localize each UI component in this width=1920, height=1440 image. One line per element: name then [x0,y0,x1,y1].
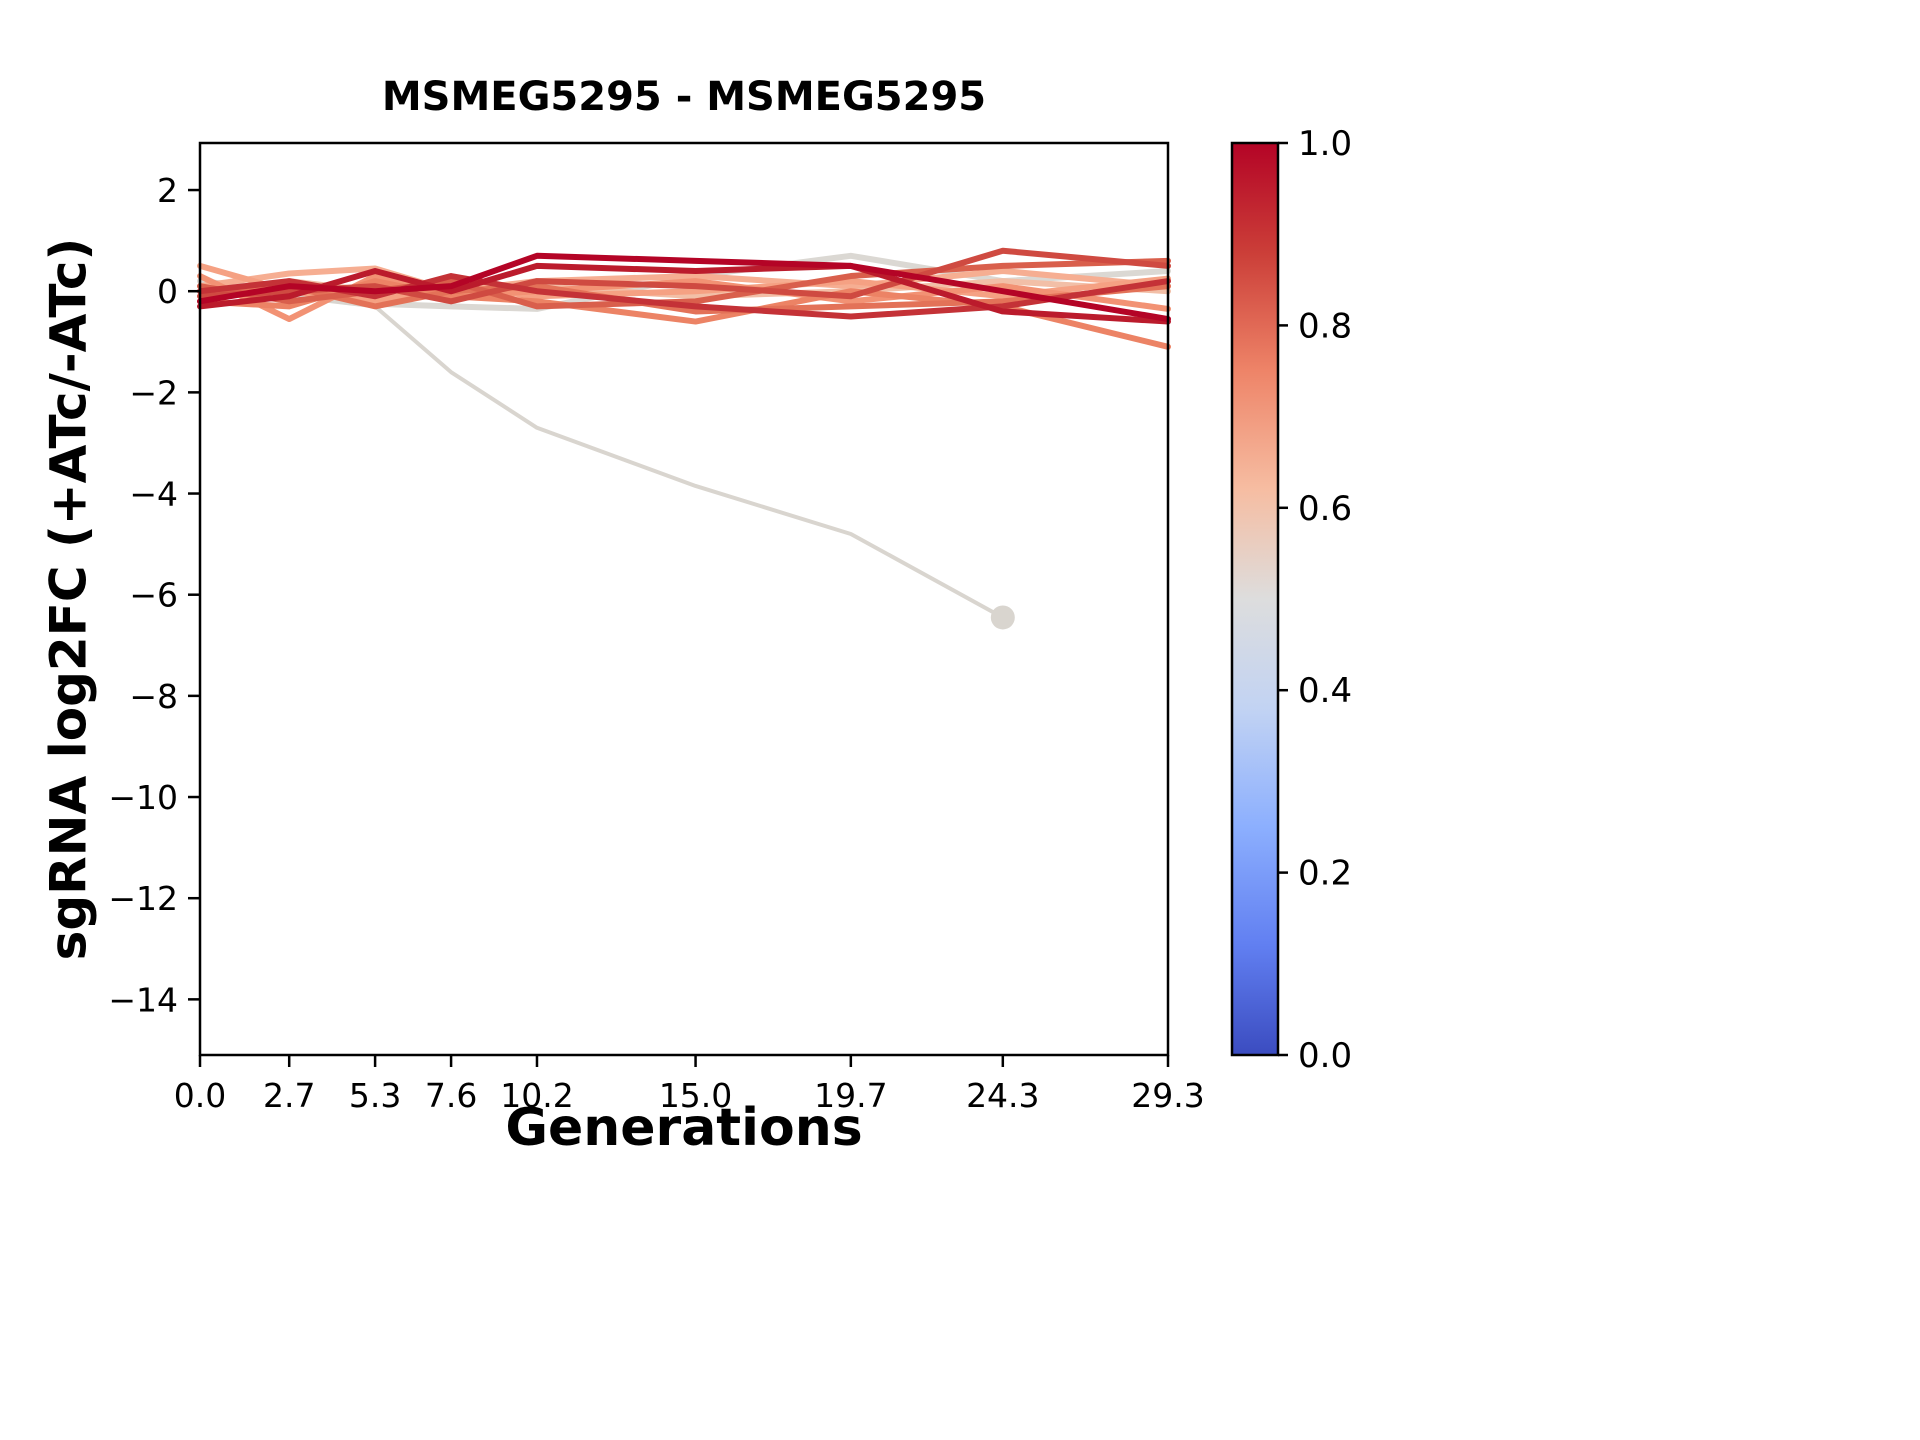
y-tick-label: −6 [129,576,178,615]
y-tick-label: 2 [157,171,178,210]
colorbar-tick-label: 0.0 [1298,1036,1352,1076]
chart-title: MSMEG5295 - MSMEG5295 [381,74,987,120]
series-line-sgRNA-flat-orangered [197,283,1171,315]
axes-frame [198,141,1170,1057]
colorbar-tick-label: 0.4 [1298,671,1352,711]
y-tick-label: −14 [108,980,178,1019]
y-tick-label: −12 [108,879,178,918]
y-tick-label: −2 [129,373,178,412]
x-tick-label: 2.7 [263,1076,315,1115]
x-tick-label: 0.0 [174,1076,226,1115]
x-tick-label: 24.3 [966,1076,1039,1115]
series-line-sgRNA-flat-red1 [197,257,1171,310]
x-tick-label: 15.0 [659,1076,732,1115]
colorbar-tick-label: 1.0 [1298,124,1352,164]
series-end-marker-sgRNA-depleted-grey [990,605,1015,630]
y-tick-label: −4 [129,475,178,514]
y-tick-label: −8 [129,677,178,716]
x-tick-label: 19.7 [814,1076,887,1115]
colorbar-tick-label: 0.6 [1298,489,1352,529]
series-group [197,247,1171,630]
colorbar-gradient [1232,143,1278,1055]
x-axis-label: Generations [505,1098,863,1158]
y-tick-label: 0 [157,272,178,311]
x-tick-label: 7.6 [425,1076,477,1115]
x-tick-label: 29.3 [1131,1076,1204,1115]
y-tick-label: −10 [108,778,178,817]
x-tick-label: 5.3 [349,1076,401,1115]
series-line-sgRNA-flat-darkred2 [197,252,1171,323]
colorbar-frame [1230,141,1280,1057]
x-tick-label: 10.2 [500,1076,573,1115]
colorbar-tick-label: 0.8 [1298,306,1352,346]
colorbar-tick-label: 0.2 [1298,854,1352,894]
